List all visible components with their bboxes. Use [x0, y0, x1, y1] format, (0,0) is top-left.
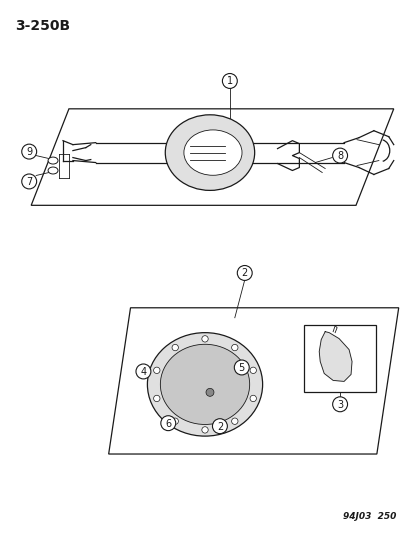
Text: 8: 8: [336, 151, 342, 161]
FancyBboxPatch shape: [304, 325, 375, 392]
Circle shape: [332, 148, 347, 163]
Polygon shape: [318, 332, 351, 382]
Text: 3-250B: 3-250B: [15, 19, 70, 33]
Ellipse shape: [147, 333, 262, 436]
Ellipse shape: [183, 130, 242, 175]
Text: 7: 7: [26, 177, 32, 187]
Circle shape: [231, 344, 237, 351]
Circle shape: [212, 419, 227, 434]
Ellipse shape: [165, 115, 254, 190]
Circle shape: [249, 367, 256, 374]
Circle shape: [172, 418, 178, 424]
Circle shape: [231, 418, 237, 424]
Text: 9: 9: [26, 147, 32, 157]
Circle shape: [172, 344, 178, 351]
Ellipse shape: [48, 167, 58, 174]
Ellipse shape: [160, 344, 249, 424]
Text: 1: 1: [226, 76, 233, 86]
Circle shape: [22, 174, 37, 189]
Circle shape: [202, 336, 208, 342]
Circle shape: [332, 397, 347, 411]
Circle shape: [135, 364, 150, 379]
Circle shape: [206, 389, 214, 397]
Ellipse shape: [48, 157, 58, 164]
Circle shape: [153, 395, 159, 402]
Text: 2: 2: [241, 269, 247, 278]
Text: 3: 3: [336, 400, 342, 410]
Text: 6: 6: [165, 419, 171, 429]
Text: 94J03  250: 94J03 250: [342, 512, 396, 521]
Circle shape: [202, 427, 208, 433]
Text: 5: 5: [238, 363, 244, 373]
Circle shape: [22, 144, 37, 159]
Circle shape: [160, 416, 175, 431]
Circle shape: [249, 395, 256, 402]
Circle shape: [153, 367, 159, 374]
Text: 4: 4: [140, 367, 146, 377]
Circle shape: [222, 74, 237, 88]
Circle shape: [234, 360, 249, 375]
Circle shape: [237, 265, 252, 280]
Text: 2: 2: [216, 422, 223, 432]
